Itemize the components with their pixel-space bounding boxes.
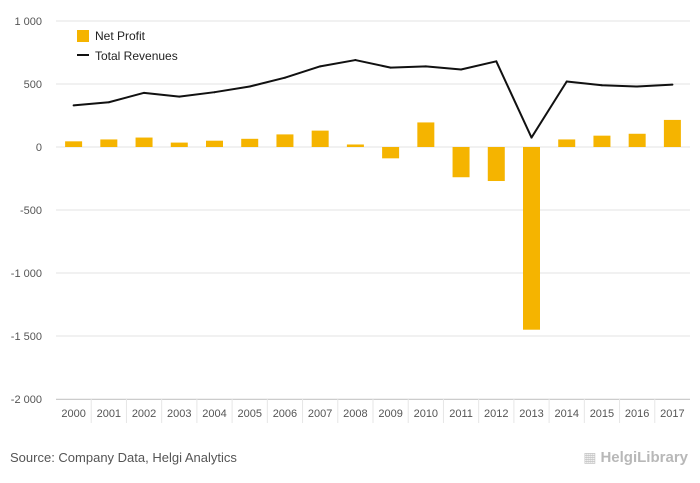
line-point-total-revenues [319, 65, 322, 68]
line-point-total-revenues [636, 85, 639, 88]
y-tick-label: 0 [36, 142, 42, 154]
bar-net-profit [417, 122, 435, 147]
line-point-total-revenues [283, 76, 286, 79]
y-tick-label: -1 500 [11, 331, 42, 343]
y-tick-label: 500 [24, 79, 42, 91]
legend-label-net-profit: Net Profit [95, 29, 146, 43]
y-tick-label: -2 000 [11, 394, 42, 406]
x-tick-label: 2017 [660, 408, 684, 420]
x-tick-label: 2003 [167, 408, 191, 420]
legend-label-total-revenues: Total Revenues [95, 49, 178, 63]
line-point-total-revenues [424, 65, 427, 68]
bar-net-profit [311, 130, 329, 147]
bar-net-profit [628, 133, 646, 147]
line-point-total-revenues [530, 136, 533, 139]
x-tick-label: 2004 [202, 408, 226, 420]
source-note: Source: Company Data, Helgi Analytics [10, 450, 237, 465]
legend-swatch-net-profit [77, 30, 89, 42]
x-tick-label: 2005 [237, 408, 261, 420]
x-tick-label: 2009 [378, 408, 402, 420]
bar-net-profit [346, 144, 364, 147]
bar-net-profit [558, 139, 576, 147]
line-point-total-revenues [213, 91, 216, 94]
bar-net-profit [100, 139, 118, 147]
line-point-total-revenues [72, 104, 75, 107]
line-point-total-revenues [565, 80, 568, 83]
bar-net-profit [452, 147, 470, 178]
bar-net-profit [206, 140, 223, 147]
y-tick-label: 1 000 [14, 16, 42, 28]
bar-net-profit [523, 147, 540, 330]
line-point-total-revenues [143, 91, 146, 94]
line-point-total-revenues [354, 59, 357, 62]
x-tick-label: 2008 [343, 408, 367, 420]
bar-net-profit [170, 142, 188, 147]
line-point-total-revenues [178, 95, 181, 98]
line-total-revenues [73, 59, 673, 139]
line-point-total-revenues [600, 84, 603, 87]
y-tick-label: -1 000 [11, 268, 42, 280]
bar-net-profit [65, 141, 83, 147]
x-tick-label: 2013 [519, 408, 543, 420]
x-tick-label: 2015 [590, 408, 614, 420]
x-tick-label: 2006 [273, 408, 297, 420]
x-tick-label: 2010 [414, 408, 438, 420]
line-point-total-revenues [389, 66, 392, 69]
bar-net-profit [663, 119, 681, 147]
bar-net-profit [241, 138, 259, 147]
bar-net-profit [276, 134, 294, 147]
bar-net-profit [593, 135, 611, 147]
line-point-total-revenues [460, 68, 463, 71]
building-icon: ▦ [583, 449, 597, 465]
x-tick-label: 2014 [554, 408, 578, 420]
line-point-total-revenues [248, 85, 251, 88]
bar-net-profit [135, 137, 153, 147]
bar-net-profit [382, 147, 400, 159]
x-tick-label: 2000 [61, 408, 85, 420]
helgi-library-logo[interactable]: ▦ HelgiLibrary [583, 449, 688, 466]
x-tick-label: 2016 [625, 408, 649, 420]
x-tick-label: 2002 [132, 408, 156, 420]
line-point-total-revenues [671, 83, 674, 86]
bar-net-profit [487, 147, 505, 182]
x-tick-label: 2012 [484, 408, 508, 420]
x-tick-label: 2001 [97, 408, 121, 420]
x-tick-label: 2011 [449, 408, 473, 420]
line-point-total-revenues [495, 60, 498, 63]
x-tick-label: 2007 [308, 408, 332, 420]
y-tick-label: -500 [20, 205, 42, 217]
line-point-total-revenues [107, 101, 110, 104]
chart: 1 000 500 0 -500 -1 000 -1 500 -2 000 2000 2001 2… [11, 16, 690, 423]
logo-text: HelgiLibrary [600, 449, 688, 466]
